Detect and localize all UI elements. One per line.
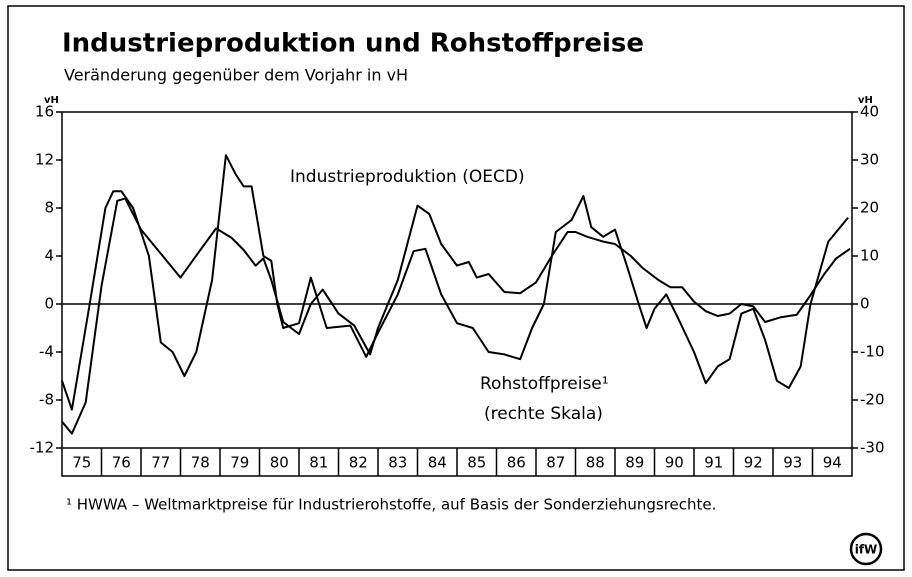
x-tick-label: 84: [428, 454, 447, 472]
y2-tick-label: -10: [860, 343, 885, 361]
y2-tick-label: 40: [860, 103, 879, 121]
data-line: [61, 154, 849, 411]
y-tick-label: -8: [39, 391, 54, 409]
y-tick-label: 8: [44, 199, 54, 217]
y2-tick-label: 0: [860, 295, 870, 313]
x-tick-label: 88: [586, 454, 605, 472]
x-tick-label: 81: [309, 454, 328, 472]
y2-tick-label: -30: [860, 439, 885, 457]
y2-tick-label: 30: [860, 151, 879, 169]
y2-tick-label: 10: [860, 247, 879, 265]
y2-axis-unit: vH: [858, 95, 873, 106]
y-tick-label: 4: [44, 247, 54, 265]
frame: [7, 5, 905, 571]
annotation: Rohstoffpreise¹: [480, 374, 609, 394]
y-tick-label: 12: [35, 151, 54, 169]
x-tick-label: 86: [507, 454, 526, 472]
x-tick-label: 82: [349, 454, 368, 472]
x-tick-label: 90: [665, 454, 684, 472]
x-tick-label: 93: [783, 454, 802, 472]
annotation: Industrieproduktion (OECD): [290, 167, 525, 187]
data-line: [61, 197, 851, 435]
x-tick-label: 91: [704, 454, 723, 472]
x-tick-label: 76: [112, 454, 131, 472]
y-tick-label: -12: [30, 439, 55, 457]
x-tick-label: 89: [625, 454, 644, 472]
x-tick-label: 77: [151, 454, 170, 472]
y-tick-label: -4: [39, 343, 54, 361]
y2-tick-label: -20: [860, 391, 885, 409]
x-tick-label: 83: [388, 454, 407, 472]
x-tick-label: 75: [72, 454, 91, 472]
x-tick-label: 87: [546, 454, 565, 472]
y-axis-unit: vH: [44, 95, 59, 106]
x-tick-label: 94: [823, 454, 842, 472]
y2-tick-label: 20: [860, 199, 879, 217]
chart-title: Industrieproduktion und Rohstoffpreise: [62, 29, 644, 59]
annotation: (rechte Skala): [484, 404, 603, 424]
subtitle: Veränderung gegenüber dem Vorjahr in vH: [64, 66, 408, 85]
logo: ifW: [855, 543, 878, 557]
x-tick-label: 78: [191, 454, 210, 472]
y-tick-label: 16: [35, 103, 54, 121]
x-tick-label: 79: [230, 454, 249, 472]
x-tick-label: 92: [744, 454, 763, 472]
footnote: ¹ HWWA – Weltmarktpreise für Industriero…: [66, 496, 716, 514]
x-tick-label: 85: [467, 454, 486, 472]
y-tick-label: 0: [44, 295, 54, 313]
x-tick-label: 80: [270, 454, 289, 472]
logo-circle: [849, 532, 883, 566]
